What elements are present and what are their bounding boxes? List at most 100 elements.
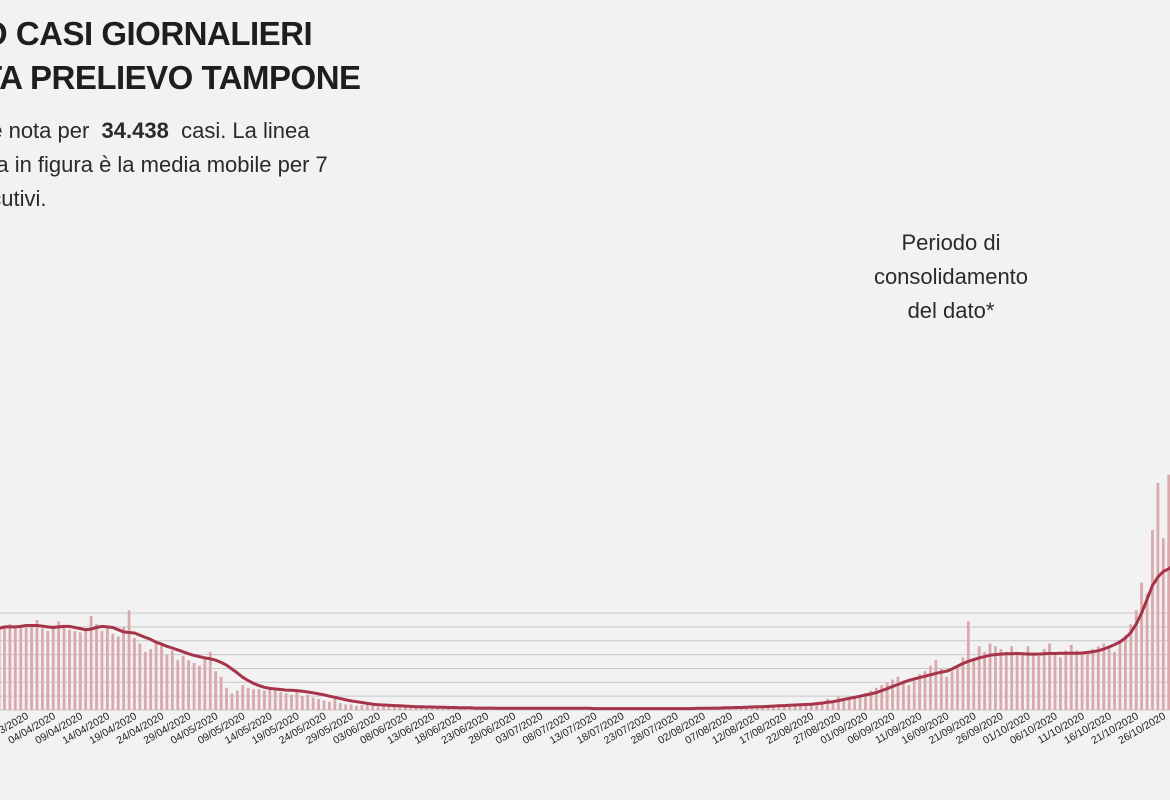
daily-case-bar [425, 707, 429, 710]
daily-case-bar [977, 646, 981, 710]
daily-case-bar [901, 683, 905, 710]
daily-case-bar [782, 706, 786, 710]
subtitle-case-count: 34.438 [101, 118, 169, 143]
daily-case-bar [972, 660, 976, 710]
daily-case-bar [1048, 643, 1051, 710]
daily-case-bar [35, 619, 39, 710]
daily-case-bar [73, 631, 77, 710]
daily-case-bar [874, 687, 878, 710]
daily-case-bar [116, 636, 120, 710]
daily-case-bar [1037, 655, 1041, 710]
daily-case-bar [392, 705, 396, 710]
daily-case-bar [111, 633, 115, 710]
subtitle-line-1-post: casi. La linea [181, 118, 310, 143]
moving-average-line [0, 565, 1170, 711]
daily-case-bar [772, 705, 775, 710]
daily-case-bar [387, 705, 391, 710]
daily-case-bar [880, 685, 884, 710]
daily-case-bar [51, 625, 55, 710]
daily-case-bar [219, 676, 223, 710]
daily-case-bar [1156, 482, 1160, 710]
daily-case-bar [311, 697, 315, 710]
daily-case-bar [891, 679, 894, 710]
annotation-line-3: del dato* [907, 298, 995, 323]
daily-case-bar [84, 629, 88, 710]
daily-case-bar [154, 640, 158, 710]
daily-case-bar [317, 698, 320, 710]
daily-case-bar [837, 696, 840, 710]
chart-subtitle: ne nota per 34.438 casi. La linea ata in… [0, 114, 438, 216]
daily-case-bar [1096, 646, 1100, 710]
daily-case-bar [333, 698, 337, 710]
daily-case-bar [436, 707, 440, 710]
daily-case-bar [950, 671, 954, 710]
daily-case-bar [1113, 651, 1116, 710]
daily-case-bar [19, 626, 23, 710]
daily-case-bar [988, 643, 992, 710]
daily-case-bar [246, 687, 250, 710]
daily-case-bar [105, 626, 109, 710]
daily-case-bar [133, 637, 136, 710]
daily-case-bar [382, 706, 385, 710]
subtitle-line-1-pre: ne nota per [0, 118, 90, 143]
daily-case-bar [1059, 657, 1062, 710]
daily-case-bar [1129, 624, 1133, 710]
daily-case-bar [284, 693, 288, 710]
daily-case-bar [1031, 654, 1035, 710]
daily-case-bar [430, 707, 434, 710]
daily-case-bar [290, 694, 293, 710]
daily-case-bar [804, 704, 808, 710]
daily-case-bar [403, 707, 407, 710]
daily-case-bar [371, 705, 375, 710]
daily-case-bars [0, 474, 1170, 710]
daily-case-bar [268, 687, 272, 710]
daily-case-bar [230, 693, 234, 710]
daily-case-bar [8, 624, 12, 710]
daily-case-bar [788, 705, 792, 710]
daily-case-bar [187, 660, 190, 710]
daily-case-bar [420, 707, 423, 710]
daily-case-bar [999, 649, 1003, 710]
daily-case-bar [160, 643, 163, 710]
daily-case-bar [365, 703, 369, 710]
daily-case-bar [1091, 649, 1095, 710]
daily-case-bar [327, 701, 331, 710]
daily-case-bar [826, 698, 829, 710]
daily-case-bar [78, 632, 82, 710]
daily-case-bar [62, 626, 66, 710]
daily-case-bar [295, 691, 299, 710]
daily-case-bar [842, 698, 846, 710]
daily-case-bar [1151, 529, 1154, 710]
daily-case-bar [1140, 582, 1144, 710]
daily-case-bar [815, 702, 819, 710]
daily-case-bar [1080, 654, 1084, 710]
daily-case-bar [241, 685, 245, 710]
daily-case-bar [918, 673, 922, 710]
subtitle-line-1: ne nota per 34.438 casi. La linea [0, 114, 438, 148]
subtitle-line-3: ecutivi. [0, 186, 47, 211]
daily-case-bar [945, 676, 949, 710]
daily-case-bar [257, 689, 261, 710]
daily-case-bar [46, 631, 50, 710]
daily-case-bar [858, 694, 862, 710]
daily-case-bar [853, 696, 857, 710]
daily-case-bar [279, 691, 283, 710]
daily-case-bar [831, 700, 835, 710]
daily-case-bar [344, 704, 348, 710]
daily-case-bar [1069, 644, 1073, 710]
annotation-line-1: Periodo di [901, 230, 1001, 255]
daily-case-bar [1004, 651, 1008, 710]
chart-title: O CASI GIORNALIERI TA PRELIEVO TAMPONE [0, 12, 361, 100]
daily-case-bar [149, 649, 153, 710]
daily-case-bar [122, 626, 126, 710]
subtitle-line-2: ata in figura è la media mobile per 7 [0, 152, 328, 177]
daily-case-bar [896, 676, 900, 710]
daily-case-bar [983, 651, 987, 710]
daily-case-bar [198, 665, 201, 710]
daily-case-bar [929, 665, 932, 710]
daily-case-bar [793, 704, 797, 710]
daily-case-bar [777, 705, 781, 710]
daily-case-bar [398, 706, 402, 710]
daily-case-bar [1064, 650, 1068, 710]
daily-case-bar [273, 690, 277, 710]
